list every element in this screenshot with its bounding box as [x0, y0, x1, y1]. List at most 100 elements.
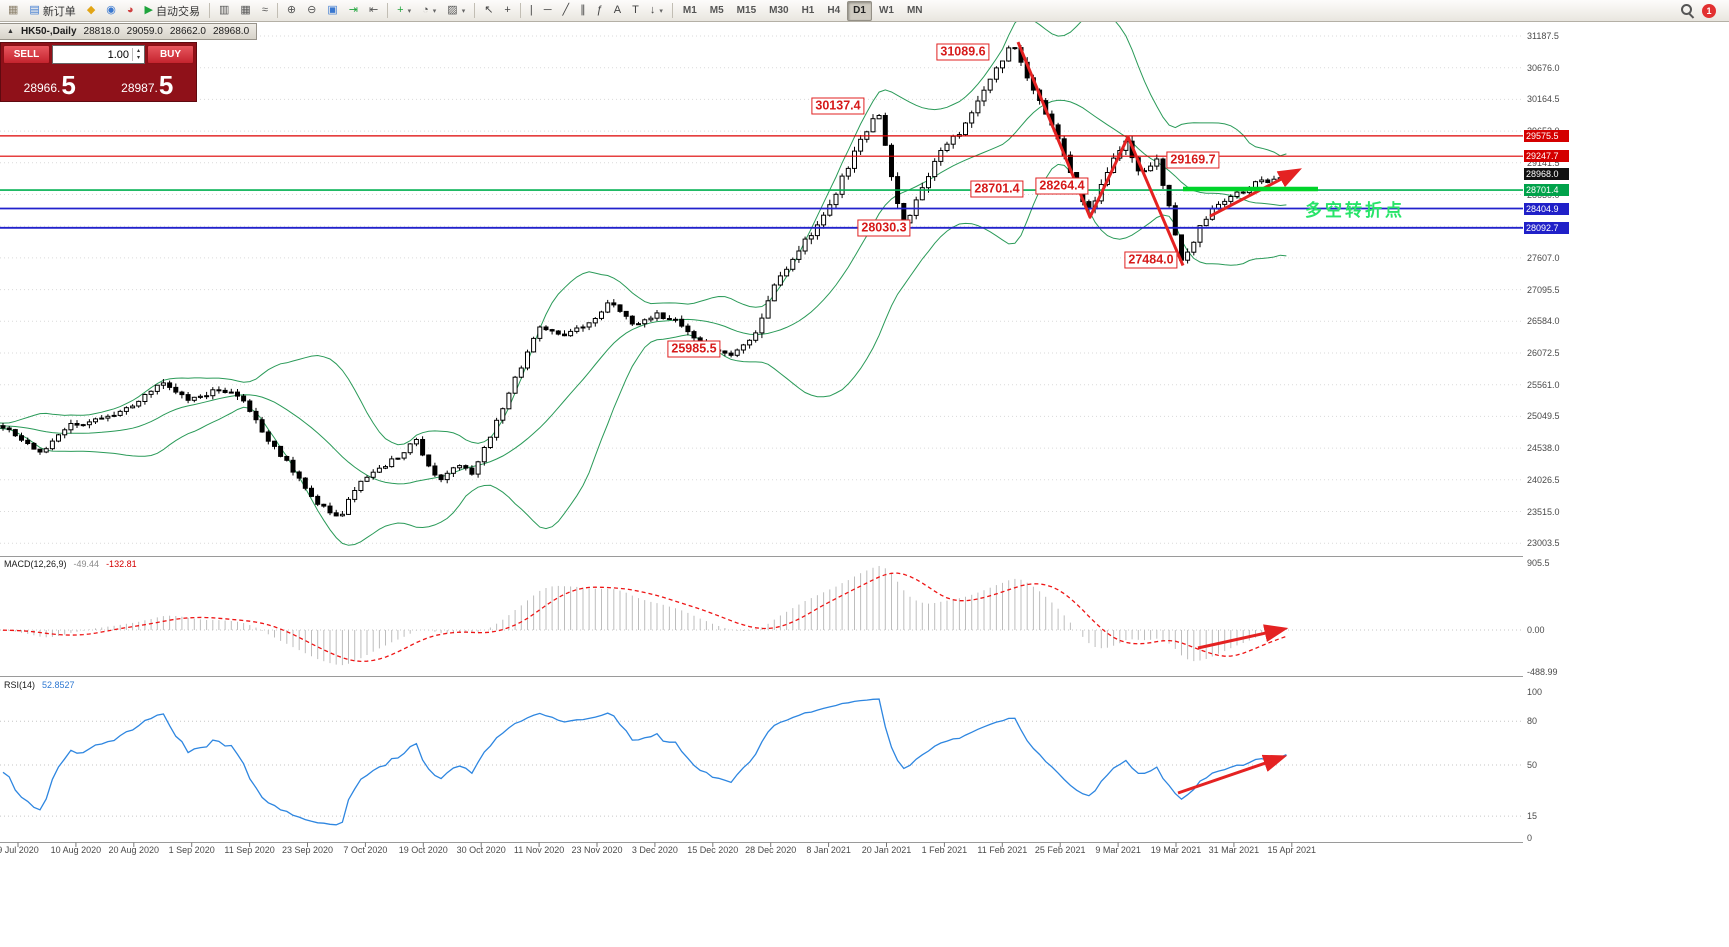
- cursor-icon[interactable]: ↖: [479, 1, 498, 21]
- timeframe-h1-button[interactable]: H1: [801, 5, 815, 16]
- macd-histogram: [2, 566, 1287, 666]
- volume-field[interactable]: 1.00 ▴ ▾: [52, 45, 145, 64]
- bar-chart-icon[interactable]: ▥: [214, 1, 234, 21]
- price-axis-label: 24538.0: [1527, 443, 1560, 454]
- chart-window-icon[interactable]: ▦: [3, 1, 23, 21]
- candlestick-chart-icon[interactable]: ▦: [235, 1, 255, 21]
- equidistant-channel-icon-glyph: ∥: [580, 4, 586, 16]
- new-order-button-label: 新订单: [42, 5, 76, 18]
- chart-shift-icon-glyph: ⇤: [368, 4, 379, 16]
- bollinger-upper-line: [0, 10, 1287, 446]
- horizontal-line-icon[interactable]: ─: [539, 1, 557, 21]
- rsi-axis-label: 15: [1527, 811, 1538, 821]
- chart-shift-icon[interactable]: ⇤: [364, 1, 383, 21]
- swing-price-label[interactable]: 29169.7: [1166, 151, 1220, 169]
- swing-price-label[interactable]: 30137.4: [811, 97, 865, 115]
- symbol-period-label: HK50-,Daily: [20, 26, 77, 37]
- price-tag-28968.0: 28968.0: [1524, 167, 1569, 180]
- vertical-line-icon[interactable]: |: [525, 1, 538, 21]
- community-icon[interactable]: ◕: [122, 1, 139, 21]
- rsi-line: [2, 698, 1287, 826]
- swing-price-label[interactable]: 31089.6: [936, 43, 990, 61]
- vertical-line-icon-glyph: |: [529, 4, 533, 16]
- label-icon[interactable]: T: [627, 1, 644, 21]
- tile-windows-icon-glyph: ▣: [327, 4, 338, 16]
- volume-value[interactable]: 1.00: [107, 48, 129, 61]
- autotrading-button[interactable]: ▶ 自动交易: [140, 1, 205, 21]
- timeframe-m30-button[interactable]: M30: [769, 5, 789, 16]
- chart-window-icon-glyph: ▦: [8, 4, 19, 16]
- macd-axis-label: 905.5: [1527, 558, 1550, 568]
- rsi-axis-label: 80: [1527, 716, 1538, 726]
- notification-badge[interactable]: 1: [1702, 3, 1716, 18]
- sell-button[interactable]: SELL: [3, 45, 50, 64]
- text-icon[interactable]: A: [609, 1, 626, 21]
- timeframe-h4-button[interactable]: H4: [827, 5, 841, 16]
- date-axis-label: 23 Sep 2020: [281, 845, 334, 855]
- auto-scroll-icon[interactable]: ⇥: [344, 1, 363, 21]
- swing-price-label[interactable]: 28701.4: [970, 180, 1024, 198]
- arrows-icon[interactable]: ↓ ▾: [645, 1, 668, 21]
- spin-up-icon[interactable]: ▴: [136, 47, 140, 54]
- spin-down-icon[interactable]: ▾: [136, 54, 140, 61]
- search-icon[interactable]: [1680, 3, 1695, 18]
- price-tag-28701.4: 28701.4: [1524, 184, 1569, 197]
- trend-arrow-annotation[interactable]: [1209, 168, 1302, 218]
- price-tag-29575.5: 29575.5: [1524, 129, 1569, 142]
- swing-price-label[interactable]: 28264.4: [1035, 177, 1089, 195]
- history-center-icon[interactable]: ◉: [101, 1, 121, 21]
- swing-price-label[interactable]: 25985.5: [667, 340, 721, 358]
- date-axis-label: 31 Mar 2021: [1208, 845, 1260, 855]
- rsi-arrow-annotation[interactable]: [1177, 754, 1288, 795]
- price-axis-label: 27095.5: [1527, 284, 1560, 295]
- cursor-icon-glyph: ↖: [484, 4, 494, 16]
- volume-spinner[interactable]: ▴ ▾: [132, 47, 144, 62]
- new-order-glyph: ▤: [29, 4, 40, 16]
- chevron-down-icon: ▾: [659, 7, 663, 15]
- toolbar-separator: [209, 3, 211, 18]
- price-axis-label: 23515.0: [1527, 506, 1560, 517]
- templates-icon[interactable]: ▨ ▾: [442, 1, 470, 21]
- tile-windows-icon[interactable]: ▣: [322, 1, 342, 21]
- date-axis-label: 7 Oct 2020: [343, 845, 388, 855]
- date-axis-label: 3 Dec 2020: [631, 845, 678, 855]
- timeframe-mn-button[interactable]: MN: [906, 5, 923, 16]
- price-axis-label: 23003.5: [1527, 538, 1560, 549]
- timeframe-w1-button[interactable]: W1: [878, 5, 894, 16]
- zoom-in-icon[interactable]: ⊕: [282, 1, 301, 21]
- macd-signal-line: [2, 572, 1287, 663]
- horizontal-lines[interactable]: [0, 135, 1523, 229]
- macd-arrow-annotation[interactable]: [1197, 624, 1289, 650]
- turning-point-annotation-text[interactable]: 多空转折点: [1305, 201, 1405, 220]
- timeframe-m1-button[interactable]: M1: [682, 5, 697, 16]
- line-chart-icon[interactable]: ≈: [257, 1, 273, 21]
- price-tag-28092.7: 28092.7: [1524, 221, 1569, 234]
- zoom-out-icon[interactable]: ⊖: [302, 1, 321, 21]
- indicators-icon[interactable]: + ▾: [392, 1, 416, 21]
- macd-axis-label: -488.99: [1527, 667, 1558, 677]
- history-center-icon-glyph: ◉: [106, 4, 116, 16]
- timeframe-m5-button[interactable]: M5: [709, 5, 724, 16]
- candles-layer: [0, 45, 1289, 517]
- swing-price-label[interactable]: 28030.3: [857, 219, 911, 237]
- swing-price-label[interactable]: 27484.0: [1124, 251, 1178, 269]
- metaeditor-icon-glyph: ◆: [86, 4, 96, 16]
- timeframe-m15-button[interactable]: M15: [736, 5, 757, 16]
- date-axis-label: 28 Dec 2020: [745, 845, 797, 855]
- date-axis-label: 23 Nov 2020: [571, 845, 623, 855]
- equidistant-channel-icon[interactable]: ∥: [575, 1, 591, 21]
- price-axis-label: 25561.0: [1527, 379, 1560, 390]
- metaeditor-icon[interactable]: ◆: [82, 1, 100, 21]
- price-axis-label: 29141.5: [1527, 157, 1560, 168]
- periods-icon[interactable]: ◔ ▾: [417, 1, 441, 21]
- crosshair-icon[interactable]: +: [499, 1, 515, 21]
- fibonacci-icon[interactable]: ƒ: [592, 1, 608, 21]
- bollinger-middle-line: [0, 99, 1287, 485]
- new-order-button[interactable]: ▤ 新订单: [24, 1, 80, 21]
- timeframe-d1-button[interactable]: D1: [847, 0, 872, 21]
- autotrading-glyph: ▶: [144, 4, 154, 16]
- trendline-icon[interactable]: ╱: [558, 1, 575, 21]
- collapse-arrow-icon[interactable]: ▲: [7, 28, 14, 35]
- zigzag-annotation[interactable]: [1016, 41, 1185, 267]
- buy-button[interactable]: BUY: [147, 45, 194, 64]
